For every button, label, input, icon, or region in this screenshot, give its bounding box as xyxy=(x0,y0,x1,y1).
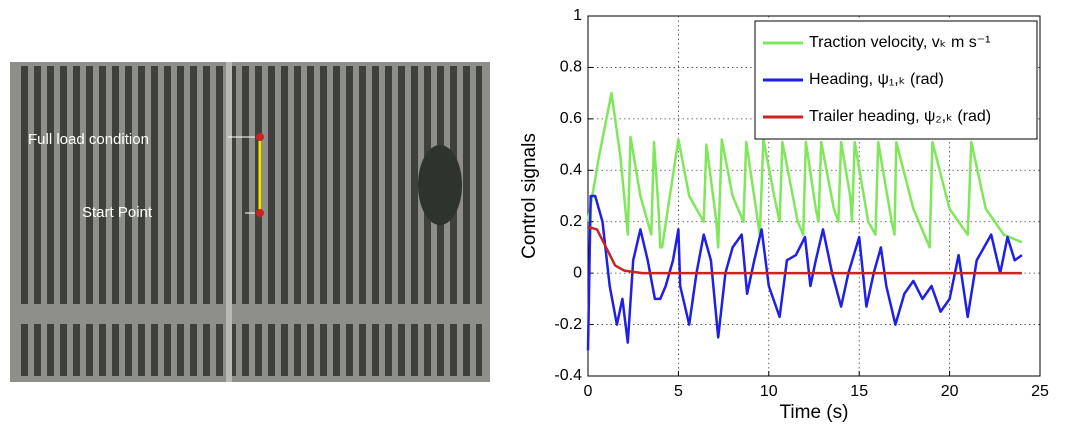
x-tick-label: 0 xyxy=(584,383,593,400)
plot-frame xyxy=(587,15,1041,377)
y-tick-label: 0.6 xyxy=(560,110,582,127)
y-tick-label: 0.4 xyxy=(560,162,582,179)
y-tick-label: -0.2 xyxy=(554,316,582,333)
annotation: Start Point xyxy=(82,204,153,221)
y-tick-label: 0 xyxy=(573,264,582,281)
data-line xyxy=(587,225,1022,275)
legend-label: Heading, ψ₁,ₖ (rad) xyxy=(809,71,944,88)
x-tick-label: 10 xyxy=(760,383,778,400)
annotation: Full load condition xyxy=(28,131,149,148)
y-tick-label: 0.2 xyxy=(560,213,582,230)
x-tick-label: 15 xyxy=(850,383,868,400)
aerial-image: Full load condition Start Point xyxy=(10,62,490,382)
x-tick-label: 25 xyxy=(1031,383,1049,400)
data-line xyxy=(586,91,1023,249)
y-axis-label: Control signals xyxy=(519,133,540,259)
y-tick-label: 0.8 xyxy=(560,59,582,76)
y-tick-label: 1 xyxy=(573,7,582,24)
legend-label: Trailer heading, ψ₂,ₖ (rad) xyxy=(809,108,991,125)
y-tick-label: -0.4 xyxy=(554,367,582,384)
x-axis-label: Time (s) xyxy=(780,402,849,423)
x-tick-label: 5 xyxy=(674,383,683,400)
legend-label: Traction velocity, vₖ m s⁻¹ xyxy=(809,34,991,51)
x-tick-label: 20 xyxy=(941,383,959,400)
data-line xyxy=(586,194,1023,351)
